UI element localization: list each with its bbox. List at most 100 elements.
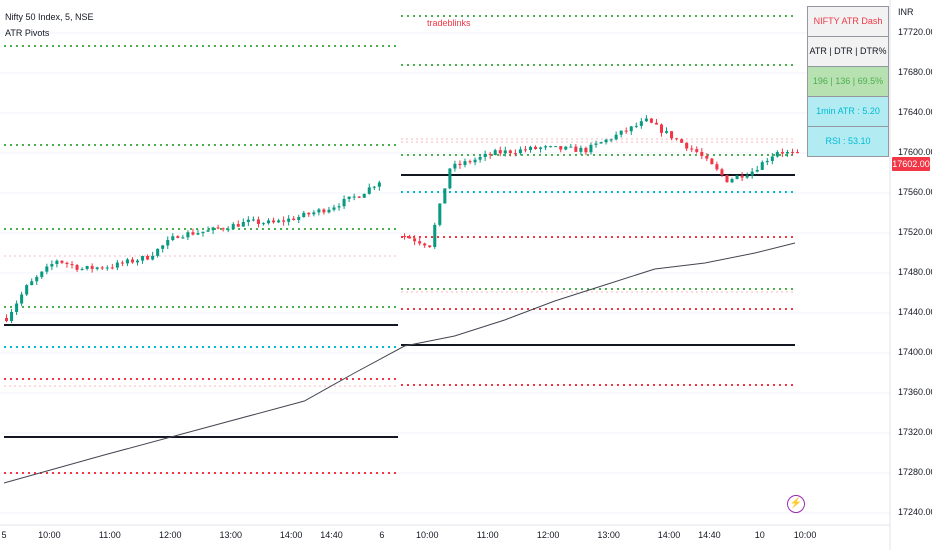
candle-body bbox=[141, 256, 145, 261]
candle-body bbox=[403, 236, 407, 237]
time-tick-label: 5 bbox=[1, 530, 7, 540]
time-tick-label: 10:00 bbox=[38, 530, 61, 540]
dashboard-values: 196 | 136 | 69.5% bbox=[808, 67, 888, 97]
candle-body bbox=[15, 303, 19, 312]
candle-body bbox=[609, 139, 613, 141]
candle-body bbox=[518, 149, 522, 154]
candle-body bbox=[5, 318, 9, 321]
candle-body bbox=[629, 126, 633, 132]
candle-body bbox=[10, 311, 14, 321]
candle-body bbox=[700, 151, 704, 156]
candle-body bbox=[256, 219, 260, 224]
candle-body bbox=[594, 143, 598, 145]
candle-body bbox=[418, 241, 422, 244]
candle-body bbox=[20, 294, 24, 304]
candle-body bbox=[740, 175, 744, 178]
candle-body bbox=[312, 212, 316, 215]
price-tick-label: 17680.00 bbox=[898, 67, 932, 77]
candle-body bbox=[377, 182, 381, 187]
candle-body bbox=[362, 193, 366, 198]
candle-body bbox=[574, 146, 578, 152]
price-tick-label: 17320.00 bbox=[898, 427, 932, 437]
candle-body bbox=[765, 160, 769, 163]
candle-body bbox=[443, 188, 447, 204]
candle-body bbox=[90, 266, 94, 269]
candle-body bbox=[352, 196, 356, 198]
candles bbox=[5, 115, 800, 324]
dashboard-min-atr: 1min ATR : 5.20 bbox=[808, 97, 888, 127]
price-tick-label: 17640.00 bbox=[898, 107, 932, 117]
candle-body bbox=[261, 223, 265, 225]
candle-body bbox=[715, 164, 719, 170]
candle-body bbox=[211, 227, 215, 231]
candle-body bbox=[559, 146, 563, 150]
grid bbox=[0, 32, 890, 514]
candle-body bbox=[40, 271, 44, 277]
candle-body bbox=[770, 156, 774, 161]
candle-body bbox=[332, 207, 336, 210]
time-tick-label: 13:00 bbox=[597, 530, 620, 540]
candle-body bbox=[483, 154, 487, 158]
candle-body bbox=[564, 146, 568, 150]
candle-body bbox=[725, 175, 729, 183]
candle-body bbox=[554, 146, 558, 148]
candle-body bbox=[322, 209, 326, 213]
candle-body bbox=[534, 146, 538, 149]
candle-body bbox=[463, 161, 467, 166]
candle-body bbox=[136, 260, 140, 263]
time-tick-label: 12:00 bbox=[158, 530, 182, 540]
candle-body bbox=[166, 240, 170, 246]
dashboard-rsi: RSI : 53.10 bbox=[808, 127, 888, 156]
candle-body bbox=[342, 199, 346, 207]
candle-body bbox=[790, 151, 794, 153]
candle-body bbox=[528, 146, 533, 151]
candle-body bbox=[317, 209, 321, 213]
indicator-title[interactable]: ATR Pivots bbox=[5, 28, 50, 38]
candle-body bbox=[503, 150, 507, 154]
symbol-title[interactable]: Nifty 50 Index, 5, NSE bbox=[5, 12, 94, 22]
time-tick-label: 12:00 bbox=[536, 530, 560, 540]
candle-body bbox=[176, 236, 180, 238]
candle-body bbox=[680, 139, 684, 143]
candle-body bbox=[70, 264, 74, 266]
candle-body bbox=[599, 142, 603, 144]
time-tick-label: 10:00 bbox=[793, 530, 817, 540]
candle-body bbox=[473, 159, 477, 163]
candle-body bbox=[690, 148, 694, 150]
candle-body bbox=[755, 169, 759, 172]
price-tick-label: 17400.00 bbox=[898, 347, 932, 357]
candle-body bbox=[277, 220, 281, 223]
candle-body bbox=[110, 267, 114, 269]
candle-body bbox=[493, 150, 497, 156]
time-tick-label: 14:40 bbox=[698, 530, 721, 540]
candle-body bbox=[654, 122, 658, 125]
candle-body bbox=[302, 212, 306, 218]
candle-body bbox=[448, 168, 452, 189]
candle-body bbox=[35, 276, 39, 282]
candle-body bbox=[453, 163, 457, 169]
candle-body bbox=[796, 152, 800, 154]
candle-body bbox=[408, 236, 412, 239]
lightning-icon[interactable]: ⚡ bbox=[787, 495, 805, 513]
price-tick-label: 17440.00 bbox=[898, 307, 932, 317]
candle-body bbox=[438, 203, 442, 225]
last-price-tag: 17602.00 bbox=[892, 157, 930, 171]
price-tick-label: 17520.00 bbox=[898, 227, 932, 237]
candle-body bbox=[624, 130, 628, 132]
candle-body bbox=[80, 268, 84, 270]
candle-body bbox=[115, 262, 119, 268]
candle-body bbox=[619, 130, 623, 135]
candle-body bbox=[347, 196, 351, 200]
candle-body bbox=[367, 187, 371, 194]
candle-body bbox=[231, 224, 235, 230]
candle-body bbox=[85, 266, 89, 269]
candle-body bbox=[720, 169, 724, 176]
candle-body bbox=[337, 206, 341, 208]
candle-body bbox=[45, 266, 49, 272]
time-tick-label: 14:00 bbox=[657, 530, 681, 540]
candle-body bbox=[151, 255, 155, 260]
candle-body bbox=[634, 125, 638, 127]
candle-body bbox=[428, 245, 432, 247]
time-tick-label: 11:00 bbox=[98, 530, 121, 540]
